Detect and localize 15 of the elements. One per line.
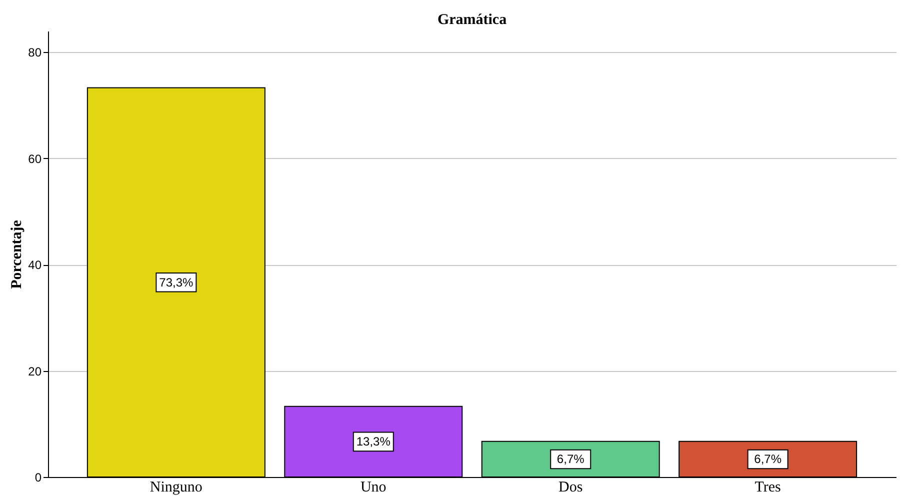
y-tick-label: 40 [28,258,42,272]
chart-title: Gramática [437,12,508,28]
x-tick-label: Tres [754,480,782,496]
data-label: 6,7% [556,452,585,466]
x-tick-label: Ninguno [150,480,202,496]
y-tick-label: 20 [28,364,42,378]
y-tick-label: 80 [28,46,42,60]
x-tick-label: Dos [558,480,583,496]
data-label: 13,3% [356,434,391,449]
data-label: 73,3% [159,275,194,290]
y-axis-title: Porcentaje [9,220,26,289]
x-tick-label: Uno [360,480,386,496]
data-label: 6,7% [754,452,782,466]
y-tick-label: 60 [28,152,42,166]
y-tick-label: 0 [34,470,42,484]
